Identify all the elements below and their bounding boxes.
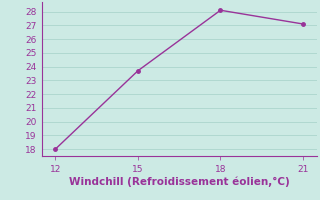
X-axis label: Windchill (Refroidissement éolien,°C): Windchill (Refroidissement éolien,°C) <box>69 177 290 187</box>
